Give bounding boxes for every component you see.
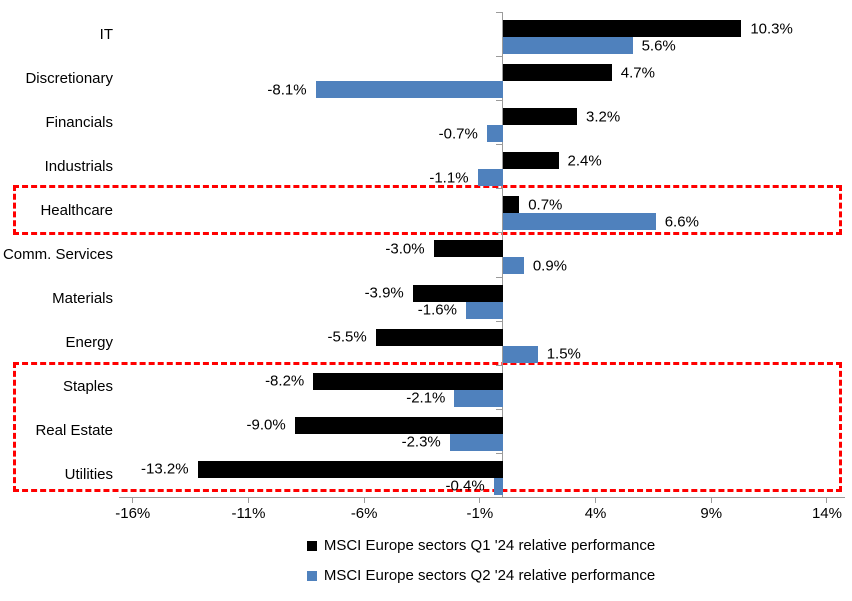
y-axis-tick [496, 100, 503, 102]
bar-q2 [503, 37, 633, 54]
bar-value-label: -0.4% [445, 477, 485, 495]
legend-item-q1: MSCI Europe sectors Q1 '24 relative perf… [306, 537, 656, 554]
highlight-box [13, 361, 842, 492]
y-axis-tick [496, 364, 503, 366]
x-tick-label: -11% [231, 505, 266, 522]
bar-q2 [465, 301, 503, 319]
y-axis-tick [496, 320, 503, 322]
bar-q1 [197, 460, 503, 478]
bar-q1 [503, 152, 559, 170]
legend-row-q1: MSCI Europe sectors Q1 '24 relative perf… [110, 537, 852, 555]
x-tick-label: 9% [700, 505, 723, 522]
x-tick-label: 14% [811, 505, 842, 522]
x-axis-tick [710, 497, 712, 503]
x-tick-label: -1% [466, 505, 494, 522]
bar-value-label: -3.0% [385, 240, 425, 258]
legend-swatch-q2-icon [306, 570, 317, 581]
category-label: Energy [65, 334, 113, 352]
y-axis-tick [496, 408, 503, 410]
legend-row-q2: MSCI Europe sectors Q2 '24 relative perf… [110, 567, 852, 585]
bar-q1 [294, 416, 503, 434]
y-axis-tick [496, 12, 503, 13]
bar-q2 [486, 125, 503, 143]
bar-q1 [313, 372, 503, 390]
bar-value-label: 10.3% [750, 20, 793, 37]
bar-q2 [449, 433, 503, 451]
category-label: Materials [52, 290, 113, 308]
bar-q1 [503, 20, 742, 37]
category-label: IT [99, 25, 113, 43]
bar-q1 [412, 284, 503, 302]
bar-value-label: 0.7% [528, 196, 563, 214]
y-axis-tick [496, 232, 503, 234]
legend-swatch-q1-icon [306, 540, 317, 551]
category-label: Real Estate [35, 422, 113, 440]
category-label: Staples [62, 378, 113, 396]
bar-value-label: -2.3% [401, 433, 441, 451]
bar-value-label: 6.6% [664, 213, 699, 231]
bar-q1 [503, 108, 578, 126]
x-axis-tick [247, 497, 249, 503]
bar-q1 [503, 196, 520, 214]
bar-value-label: -2.1% [406, 389, 446, 407]
bar-value-label: -1.6% [417, 301, 457, 319]
category-label: Utilities [64, 466, 113, 484]
legend-label-q1: MSCI Europe sectors Q1 '24 relative perf… [323, 537, 656, 554]
legend-label-q2: MSCI Europe sectors Q2 '24 relative perf… [323, 567, 656, 584]
bar-value-label: -8.2% [265, 372, 305, 390]
bar-value-label: 5.6% [641, 37, 676, 54]
bar-value-label: -9.0% [246, 416, 286, 434]
bar-q2 [503, 213, 656, 231]
y-axis-tick [496, 188, 503, 190]
y-axis-tick [496, 56, 503, 58]
bar-value-label: -8.1% [267, 81, 307, 99]
x-tick-label: -6% [350, 505, 378, 522]
bar-q2 [477, 169, 503, 187]
bar-value-label: -5.5% [327, 328, 367, 346]
legend-item-q2: MSCI Europe sectors Q2 '24 relative perf… [306, 567, 656, 584]
x-axis-tick [132, 497, 134, 503]
category-label: Comm. Services [2, 245, 113, 263]
bar-value-label: 3.2% [586, 108, 621, 126]
category-label: Industrials [44, 157, 113, 175]
bar-q2 [503, 257, 524, 275]
bar-q1 [433, 240, 503, 258]
bar-value-label: -13.2% [141, 460, 189, 478]
bar-value-label: -3.9% [364, 284, 404, 302]
bar-value-label: 0.9% [532, 257, 568, 275]
highlight-box [13, 185, 842, 236]
x-axis-tick [595, 497, 597, 503]
y-axis-tick [496, 452, 503, 454]
bar-value-label: -1.1% [429, 169, 469, 187]
y-axis-tick [496, 144, 503, 146]
bar-q1 [375, 328, 503, 346]
bar-q2 [315, 81, 503, 99]
bar-value-label: 2.4% [567, 152, 602, 170]
x-tick-label: -16% [115, 505, 151, 522]
category-label: Discretionary [25, 69, 113, 87]
bar-value-label: 1.5% [546, 345, 581, 363]
x-tick-label: 4% [584, 505, 607, 522]
bar-q1 [503, 64, 612, 82]
category-label: Healthcare [40, 201, 113, 219]
bar-value-label: -0.7% [438, 125, 478, 143]
x-axis-tick [479, 497, 481, 503]
x-axis-line [119, 497, 845, 498]
x-axis-tick [363, 497, 365, 503]
bar-q2 [493, 477, 503, 495]
bar-q2 [503, 345, 538, 363]
y-axis-tick [496, 276, 503, 278]
x-axis-tick [826, 497, 828, 503]
category-label: Financials [45, 113, 113, 131]
bar-q2 [454, 389, 503, 407]
bar-value-label: 4.7% [620, 64, 655, 82]
